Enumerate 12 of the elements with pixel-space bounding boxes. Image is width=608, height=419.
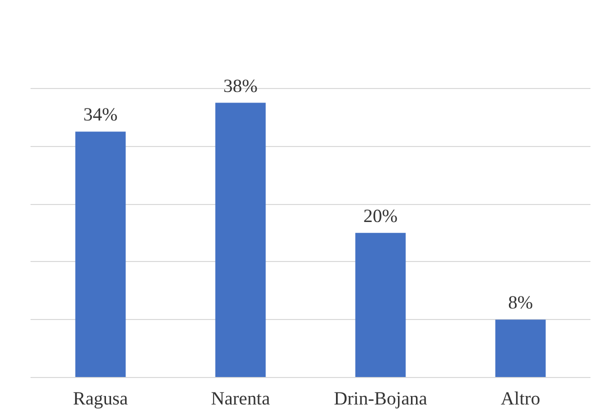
data-label: 8% [508,292,533,314]
data-label: 38% [223,76,258,97]
x-tick-label: Altro [500,388,540,410]
x-tick-label: Narenta [210,388,271,410]
bar [75,132,126,378]
data-label: 34% [83,104,118,126]
x-tick-label: Ragusa [73,388,129,410]
x-tick-label: Drin-Bojana [334,388,428,410]
data-label: 20% [363,206,398,227]
bar [355,232,406,378]
bar [215,102,266,378]
bar [495,320,546,378]
